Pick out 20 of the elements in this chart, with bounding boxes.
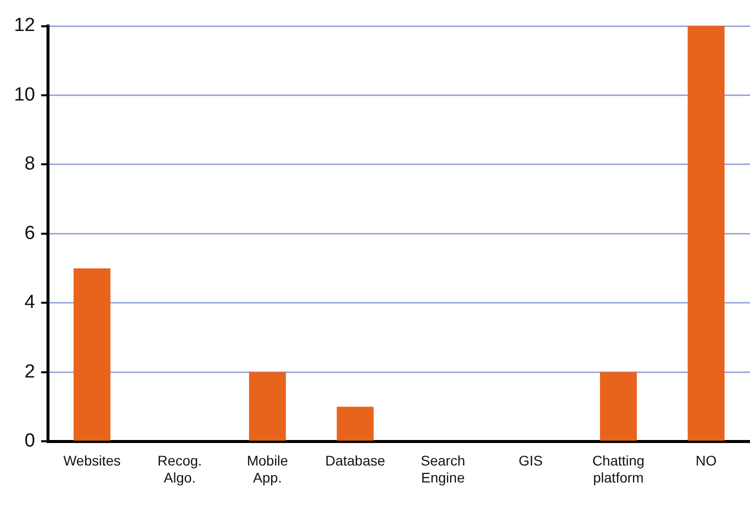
bar <box>249 372 286 441</box>
y-tick-label: 10 <box>14 84 36 106</box>
x-tick-label: Recog. Algo. <box>158 452 202 486</box>
x-tick-label: Mobile App. <box>246 452 288 486</box>
y-tick-label: 0 <box>24 430 36 452</box>
x-tick-label: Chatting platform <box>592 452 644 486</box>
bar <box>74 268 110 441</box>
y-tick-label: 12 <box>14 15 36 36</box>
x-tick-label: Database <box>325 452 386 469</box>
x-tick-label: GIS <box>518 452 543 469</box>
bar <box>336 406 374 441</box>
x-tick-label: Search Engine <box>420 452 466 486</box>
bar <box>688 26 725 441</box>
bar <box>600 372 637 441</box>
y-tick-label: 2 <box>24 361 36 382</box>
y-tick-label: 4 <box>24 292 36 314</box>
y-tick-label: 6 <box>24 222 36 244</box>
x-tick-label: NO <box>696 452 717 469</box>
y-tick-label: 8 <box>24 154 36 175</box>
x-tick-label: Websites <box>63 452 121 469</box>
